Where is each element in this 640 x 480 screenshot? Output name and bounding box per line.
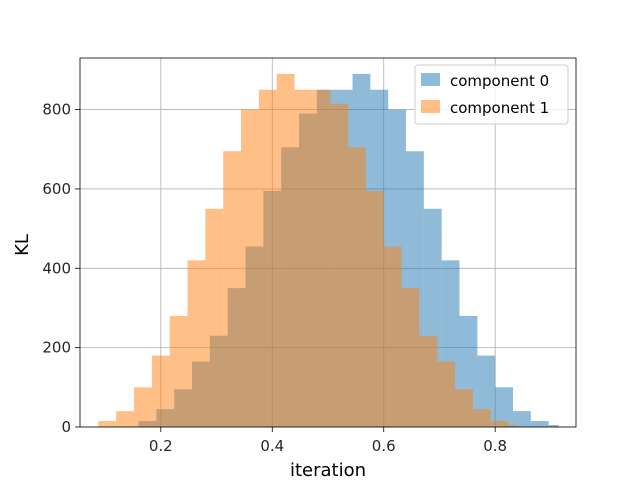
histogram-bar <box>401 288 420 427</box>
histogram-bar <box>495 387 514 427</box>
legend-label-component-1: component 1 <box>450 99 549 117</box>
histogram-bar <box>513 411 531 427</box>
x-tick-label: 0.6 <box>372 437 396 455</box>
histogram-bar <box>419 335 438 427</box>
histogram-bar <box>223 151 242 427</box>
legend-frame <box>414 64 569 125</box>
histogram-bar <box>169 315 188 427</box>
legend-label-component-0: component 0 <box>450 72 549 90</box>
histogram-bar <box>330 103 349 428</box>
histogram-bar <box>530 421 549 427</box>
legend-swatch-component-1 <box>421 100 440 113</box>
histogram-bar <box>383 246 402 427</box>
histogram-bar <box>151 355 170 427</box>
histogram-bar <box>276 73 295 427</box>
histogram-bar <box>134 387 152 427</box>
histogram-bar <box>116 411 135 427</box>
histogram-bar <box>187 260 206 427</box>
histogram-bar <box>294 89 313 427</box>
y-tick-label: 200 <box>42 339 71 357</box>
histogram-bar <box>241 109 259 428</box>
x-tick-label: 0.8 <box>483 437 507 455</box>
y-axis-ticks: 0 200 400 600 800 <box>42 101 80 436</box>
y-tick-label: 600 <box>42 180 71 198</box>
histogram-bar <box>455 389 473 427</box>
legend: component 0 component 1 <box>414 64 569 125</box>
histogram-bar <box>472 409 491 427</box>
histogram-bar <box>312 89 331 427</box>
y-tick-label: 400 <box>42 259 71 277</box>
plot-frame <box>79 57 577 428</box>
histogram-bar <box>508 425 518 427</box>
x-axis-ticks: 0.2 0.4 0.6 0.8 <box>149 427 507 455</box>
histogram-bar <box>548 425 559 427</box>
y-tick-label: 0 <box>61 418 71 436</box>
legend-swatch-component-0 <box>421 73 440 86</box>
y-tick-label: 800 <box>42 101 71 119</box>
histogram-bar <box>348 147 366 427</box>
histogram-bars <box>98 73 559 428</box>
histogram-bar <box>490 421 509 427</box>
x-axis-label: iteration <box>290 460 366 480</box>
histogram-bar <box>98 421 117 427</box>
histogram-bar <box>437 361 456 427</box>
histogram-bar <box>258 89 277 427</box>
histogram-bar <box>205 208 224 427</box>
series-1-bars <box>98 73 518 428</box>
histogram-bar <box>365 190 384 427</box>
y-axis-label: KL <box>12 234 33 256</box>
x-tick-label: 0.2 <box>149 437 173 455</box>
x-tick-label: 0.4 <box>260 437 284 455</box>
